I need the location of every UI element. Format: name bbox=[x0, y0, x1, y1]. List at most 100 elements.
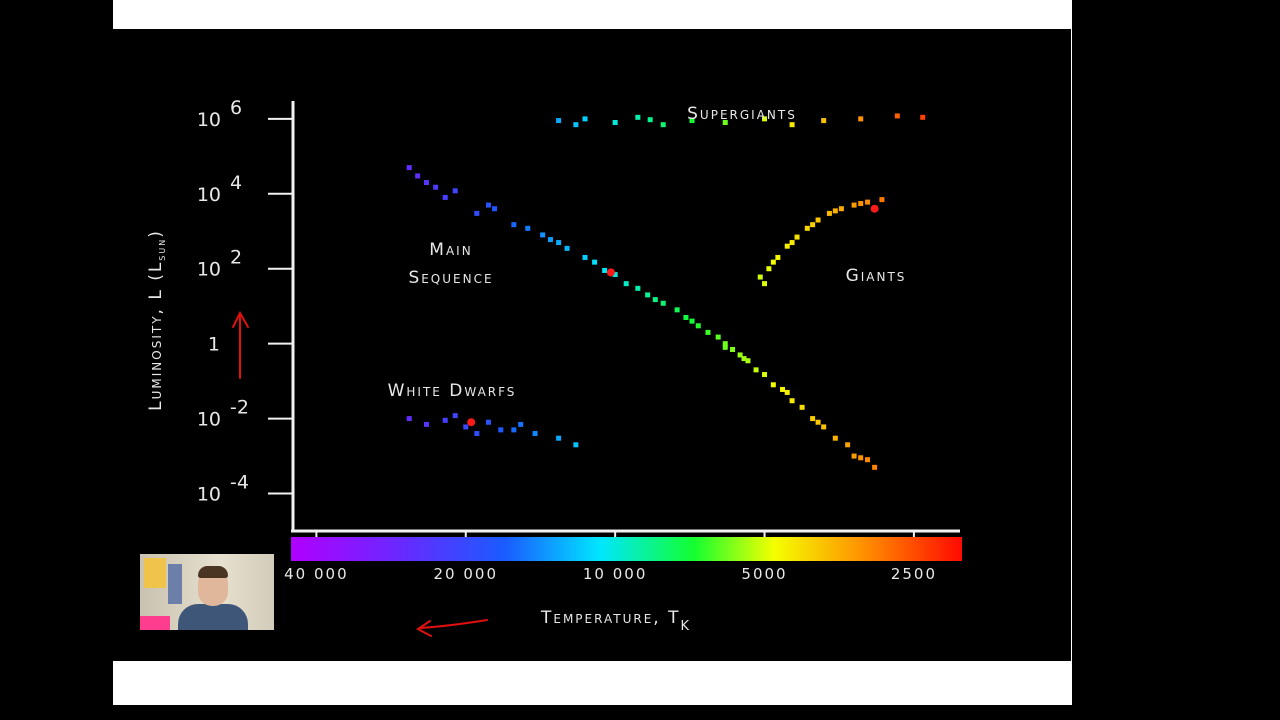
supergiants-star bbox=[660, 122, 666, 128]
highlight-markers bbox=[467, 204, 879, 427]
y-tick-exponent: -2 bbox=[230, 397, 249, 419]
y-ticks: 10 6 10 4 10 2 1 10 -2 10 -4 bbox=[197, 97, 293, 506]
giants-star bbox=[826, 210, 832, 216]
main-sequence-star bbox=[564, 245, 570, 251]
supergiants-star bbox=[821, 118, 827, 124]
highlight-marker bbox=[467, 418, 476, 427]
main-sequence-star bbox=[406, 165, 412, 171]
supergiants-star bbox=[789, 122, 795, 128]
xlabel-sub: K bbox=[680, 619, 691, 634]
supergiants-star bbox=[762, 116, 768, 122]
main-sequence-star bbox=[779, 386, 785, 392]
supergiants-star bbox=[894, 113, 900, 119]
giants-star bbox=[784, 243, 790, 249]
y-tick-exponent: 4 bbox=[230, 172, 242, 194]
white-dwarfs-star bbox=[518, 421, 524, 427]
webcam-poster bbox=[168, 564, 182, 604]
main-sequence-star bbox=[660, 300, 666, 306]
main-sequence-star bbox=[442, 194, 448, 200]
main-sequence-star bbox=[415, 173, 421, 179]
giants-star bbox=[838, 206, 844, 212]
main-sequence-star bbox=[858, 455, 864, 461]
label-supergiants: Supergiants bbox=[687, 104, 797, 124]
main-sequence-star bbox=[789, 398, 795, 404]
white-dwarfs-star bbox=[406, 416, 412, 422]
main-sequence-star bbox=[705, 329, 711, 335]
main-sequence-star bbox=[592, 259, 598, 265]
giants-star bbox=[757, 274, 763, 280]
main-sequence-star bbox=[540, 232, 546, 238]
highlight-marker bbox=[606, 268, 615, 277]
main-sequence-star bbox=[784, 389, 790, 395]
webcam-object bbox=[140, 616, 170, 630]
y-tick-exponent: 6 bbox=[230, 97, 242, 119]
x-tick-label: 5000 bbox=[741, 565, 787, 583]
x-axis-title: Temperature, TK bbox=[540, 608, 691, 634]
supergiants-star bbox=[612, 120, 618, 126]
supergiants-star bbox=[556, 118, 562, 124]
main-sequence-star bbox=[556, 240, 562, 246]
main-sequence-star bbox=[851, 453, 857, 459]
white-dwarfs-star bbox=[423, 421, 429, 427]
white-dwarfs-star bbox=[498, 427, 504, 433]
bottom-strip bbox=[113, 661, 1071, 705]
y-tick-label: 10 bbox=[197, 484, 221, 506]
main-sequence-star bbox=[715, 334, 721, 340]
label-sequence: Sequence bbox=[408, 268, 493, 288]
y-axis-title: Luminosity, L (Lsun) bbox=[146, 229, 168, 411]
main-sequence-star bbox=[722, 341, 728, 347]
giants-star bbox=[832, 208, 838, 214]
y-tick-exponent: -4 bbox=[230, 472, 249, 494]
main-sequence-star bbox=[623, 281, 629, 287]
giants-star bbox=[794, 234, 800, 240]
white-dwarfs-star bbox=[442, 417, 448, 423]
main-sequence-star bbox=[683, 314, 689, 320]
giants-star bbox=[789, 240, 795, 246]
main-sequence-star bbox=[602, 267, 608, 273]
main-sequence-star bbox=[737, 352, 743, 358]
main-sequence-star bbox=[652, 297, 658, 303]
label-main: Main bbox=[429, 240, 472, 260]
supergiants-star bbox=[635, 114, 641, 120]
y-tick-label: 10 bbox=[197, 259, 221, 281]
highlight-marker bbox=[870, 204, 879, 213]
main-sequence-star bbox=[762, 372, 768, 378]
ylabel-main: Luminosity, L (L bbox=[146, 261, 166, 411]
giants-star bbox=[770, 259, 776, 265]
giants-star bbox=[810, 222, 816, 228]
main-sequence-star bbox=[845, 442, 851, 448]
main-sequence-star bbox=[753, 367, 759, 373]
x-tick-label: 20 000 bbox=[434, 565, 499, 583]
y-tick-label: 10 bbox=[197, 184, 221, 206]
white-dwarfs-star bbox=[556, 435, 562, 441]
supergiants-star bbox=[722, 120, 728, 126]
main-sequence-star bbox=[741, 356, 747, 362]
webcam-overlay bbox=[140, 554, 274, 630]
supergiants-star bbox=[920, 114, 926, 120]
presenter-hair bbox=[198, 566, 228, 578]
supergiants-star bbox=[858, 116, 864, 122]
up-arrow-annotation-icon bbox=[232, 310, 249, 379]
main-sequence-star bbox=[423, 180, 429, 186]
supergiants-star bbox=[573, 122, 579, 128]
white-dwarfs-star bbox=[511, 427, 517, 433]
temperature-color-bar bbox=[291, 537, 962, 561]
main-sequence-star bbox=[635, 285, 641, 291]
y-tick-label: 1 bbox=[208, 334, 220, 356]
main-sequence-star bbox=[722, 344, 728, 350]
main-sequence-star bbox=[730, 346, 736, 352]
white-dwarfs-star bbox=[474, 431, 480, 437]
xlabel-main: Temperature, T bbox=[540, 608, 681, 628]
main-sequence-star bbox=[485, 202, 491, 208]
main-sequence-star bbox=[433, 184, 439, 190]
ylabel-close: ) bbox=[146, 229, 166, 238]
supergiants-star bbox=[647, 117, 653, 123]
main-sequence-star bbox=[674, 307, 680, 313]
white-dwarfs-star bbox=[485, 419, 491, 425]
giants-star bbox=[804, 225, 810, 231]
giants-star bbox=[858, 201, 864, 207]
main-sequence-star bbox=[872, 464, 878, 470]
main-sequence-star bbox=[815, 419, 821, 425]
main-sequence-star bbox=[547, 237, 553, 243]
main-sequence-star bbox=[865, 457, 871, 463]
